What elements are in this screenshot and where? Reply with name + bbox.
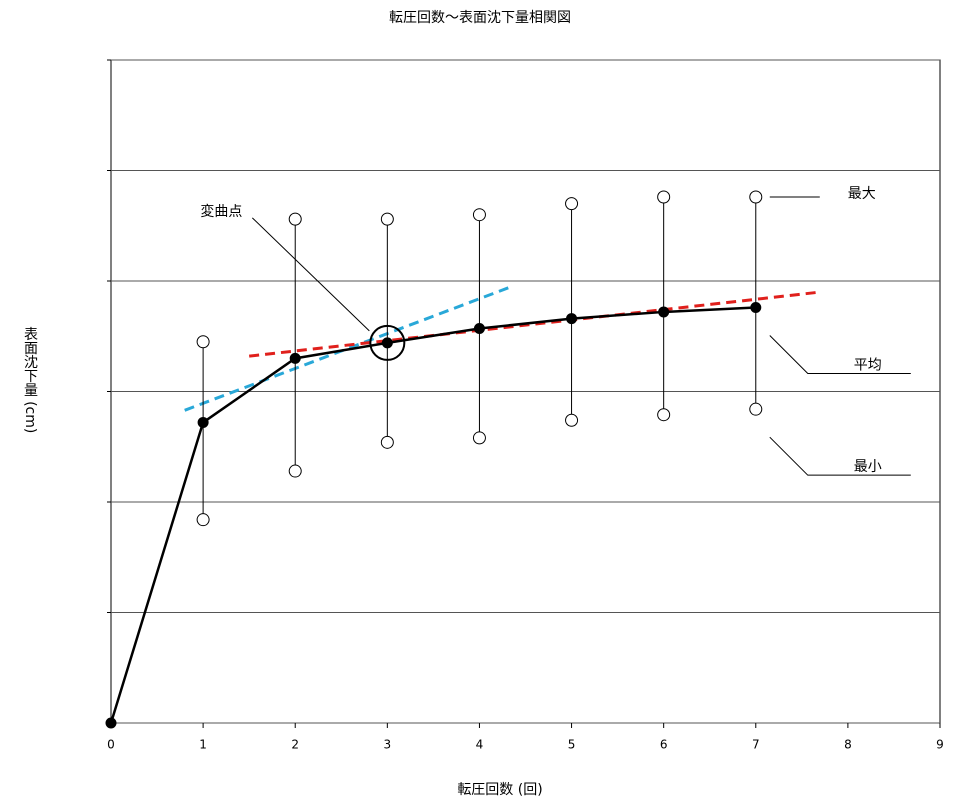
chart-title: 転圧回数～表面沈下量相関図 xyxy=(389,10,571,26)
average-line xyxy=(109,306,756,724)
min-point xyxy=(196,513,210,527)
min-point xyxy=(565,413,579,427)
min-point xyxy=(380,435,394,449)
trend-line xyxy=(248,290,821,358)
min-point xyxy=(657,408,671,422)
x-tick-label: 7 xyxy=(752,738,760,752)
max-point xyxy=(196,335,210,349)
max-point xyxy=(380,212,394,226)
min-point xyxy=(472,431,486,445)
legend-leader xyxy=(769,335,911,375)
average-point xyxy=(105,717,117,729)
max-point xyxy=(288,212,302,226)
x-tick-label: 4 xyxy=(476,738,484,752)
x-tick-label: 2 xyxy=(291,738,299,752)
x-tick-label: 8 xyxy=(844,738,852,752)
x-tick-label: 5 xyxy=(568,738,576,752)
annotation-leader xyxy=(251,217,370,332)
average-point xyxy=(658,306,670,318)
average-point xyxy=(566,313,578,325)
average-point xyxy=(473,323,485,335)
max-point xyxy=(749,190,763,204)
average-point xyxy=(381,337,393,349)
trend-line xyxy=(184,285,513,412)
average-point xyxy=(750,302,762,314)
legend-label: 平均 xyxy=(854,358,882,374)
annotation-circle xyxy=(369,324,406,361)
average-point xyxy=(197,416,209,428)
legend-label: 最小 xyxy=(854,459,882,475)
x-tick-label: 1 xyxy=(199,738,207,752)
max-point xyxy=(565,197,579,211)
legend-label: 最大 xyxy=(848,186,876,202)
average-point xyxy=(289,352,301,364)
annotation-text: 変曲点 xyxy=(200,203,242,220)
x-tick-label: 9 xyxy=(936,738,944,752)
x-axis-label: 転圧回数 (回) xyxy=(457,782,542,798)
x-tick-label: 6 xyxy=(660,738,668,752)
y-axis-label: 表面沈下量 (cm) xyxy=(22,327,38,434)
min-point xyxy=(288,464,302,478)
max-point xyxy=(472,208,486,222)
max-point xyxy=(657,190,671,204)
x-tick-label: 0 xyxy=(107,738,115,752)
legend-leader xyxy=(769,436,911,476)
x-tick-label: 3 xyxy=(384,738,392,752)
min-point xyxy=(749,402,763,416)
